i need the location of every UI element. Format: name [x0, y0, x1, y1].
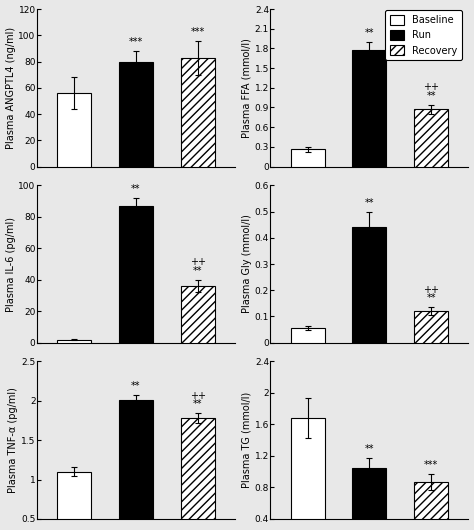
Text: ++: ++ — [190, 391, 206, 401]
Bar — [353, 468, 386, 519]
Legend: Baseline, Run, Recovery: Baseline, Run, Recovery — [385, 10, 462, 60]
Y-axis label: Plasma IL-6 (pg/ml): Plasma IL-6 (pg/ml) — [6, 216, 16, 312]
Text: ++: ++ — [190, 257, 206, 267]
Bar — [414, 311, 448, 343]
Text: **: ** — [193, 400, 202, 410]
Text: **: ** — [193, 266, 202, 276]
Text: ***: *** — [129, 37, 143, 47]
Bar — [414, 110, 448, 166]
Bar — [353, 227, 386, 343]
Bar — [291, 418, 325, 519]
Y-axis label: Plasma TG (mmol/l): Plasma TG (mmol/l) — [242, 392, 252, 488]
Bar — [181, 58, 215, 166]
Text: **: ** — [131, 381, 141, 391]
Y-axis label: Plasma FFA (mmol/l): Plasma FFA (mmol/l) — [242, 38, 252, 138]
Text: ***: *** — [424, 460, 438, 470]
Bar — [291, 328, 325, 343]
Text: **: ** — [365, 198, 374, 208]
Bar — [57, 472, 91, 519]
Bar — [181, 418, 215, 519]
Text: **: ** — [427, 294, 436, 303]
Text: **: ** — [131, 184, 141, 194]
Text: ++: ++ — [423, 82, 439, 92]
Bar — [414, 482, 448, 519]
Text: **: ** — [427, 91, 436, 101]
Bar — [57, 340, 91, 343]
Bar — [119, 61, 153, 166]
Bar — [119, 206, 153, 343]
Y-axis label: Plasma TNF-α (pg/ml): Plasma TNF-α (pg/ml) — [9, 387, 18, 493]
Y-axis label: Plasma ANGPTL4 (ng/ml): Plasma ANGPTL4 (ng/ml) — [6, 26, 16, 149]
Y-axis label: Plasma Gly (mmol/l): Plasma Gly (mmol/l) — [242, 215, 252, 313]
Bar — [57, 93, 91, 166]
Text: ***: *** — [191, 26, 205, 37]
Bar — [119, 400, 153, 519]
Text: ++: ++ — [423, 285, 439, 295]
Bar — [181, 286, 215, 343]
Bar — [353, 50, 386, 166]
Text: **: ** — [365, 444, 374, 454]
Text: **: ** — [365, 28, 374, 38]
Bar — [291, 149, 325, 166]
